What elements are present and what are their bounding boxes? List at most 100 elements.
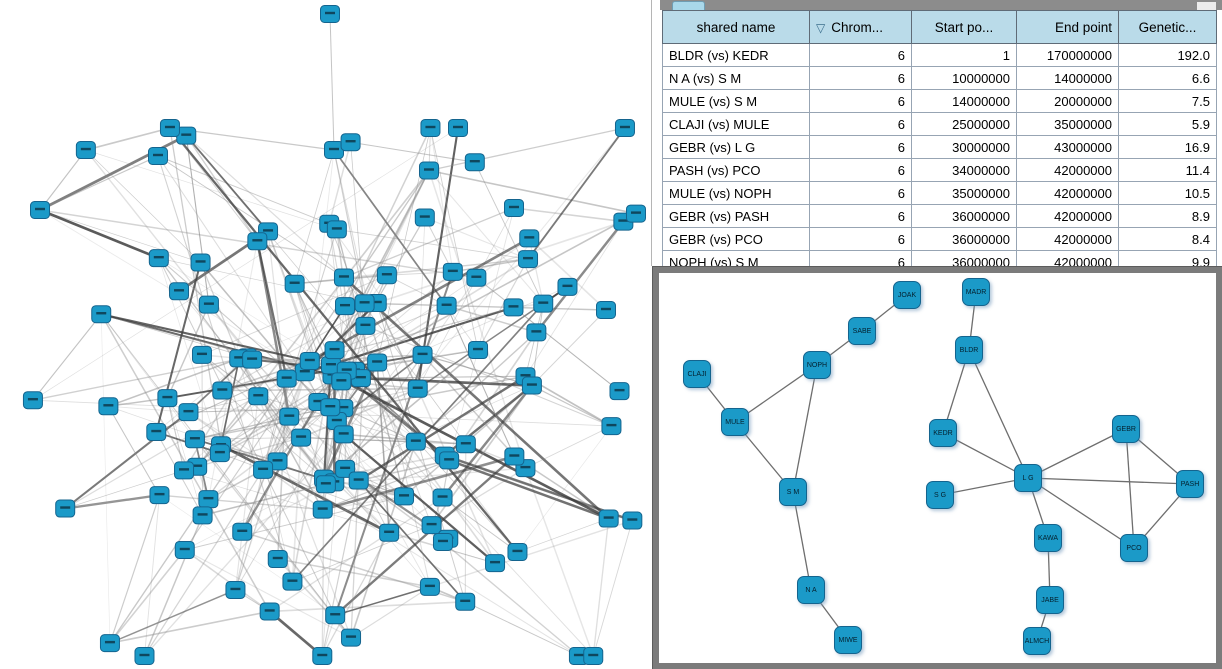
- network-node[interactable]: [420, 119, 441, 137]
- table-cell[interactable]: 10.5: [1118, 181, 1217, 205]
- network-node[interactable]: [333, 425, 354, 444]
- network-node[interactable]: [348, 471, 369, 490]
- network-node[interactable]: [485, 554, 506, 573]
- table-cell[interactable]: 20000000: [1016, 89, 1119, 113]
- detail-network-node-pash[interactable]: PASH: [1176, 470, 1204, 498]
- detail-network-node-sm[interactable]: S M: [779, 478, 807, 506]
- network-node[interactable]: [312, 500, 333, 519]
- network-node[interactable]: [455, 592, 476, 611]
- network-node[interactable]: [412, 345, 433, 364]
- table-cell[interactable]: GEBR (vs) L G: [662, 135, 810, 159]
- network-node[interactable]: [626, 204, 646, 223]
- detail-network-node-madr[interactable]: MADR: [962, 278, 990, 306]
- table-cell[interactable]: 8.9: [1118, 204, 1217, 228]
- network-node[interactable]: [259, 602, 280, 621]
- network-node[interactable]: [421, 516, 442, 535]
- network-node[interactable]: [169, 282, 190, 301]
- table-cell[interactable]: 42000000: [1016, 204, 1119, 228]
- table-cell[interactable]: 6: [809, 112, 912, 136]
- network-node[interactable]: [507, 542, 528, 561]
- network-node[interactable]: [609, 382, 630, 401]
- column-header-chromosome[interactable]: ▽ Chrom...: [809, 10, 912, 44]
- network-node[interactable]: [291, 428, 312, 447]
- network-node[interactable]: [504, 199, 524, 217]
- network-edge[interactable]: [792, 364, 818, 493]
- table-row[interactable]: GEBR (vs) PASH 6 36000000 42000000 8.9: [662, 204, 1217, 228]
- table-cell[interactable]: GEBR (vs) PCO: [662, 227, 810, 251]
- table-cell[interactable]: N A (vs) S M: [662, 66, 810, 90]
- table-cell[interactable]: 6: [809, 66, 912, 90]
- table-cell[interactable]: 36000000: [911, 227, 1017, 251]
- table-cell[interactable]: 10000000: [911, 66, 1017, 90]
- network-node[interactable]: [225, 580, 246, 599]
- network-node[interactable]: [159, 119, 180, 137]
- network-node[interactable]: [191, 345, 212, 364]
- detail-network-node-jabe[interactable]: JABE: [1036, 586, 1064, 614]
- table-cell[interactable]: BLDR (vs) KEDR: [662, 43, 810, 67]
- table-cell[interactable]: 14000000: [1016, 66, 1119, 90]
- table-cell[interactable]: 14000000: [911, 89, 1017, 113]
- network-edge[interactable]: [942, 432, 1029, 479]
- network-node[interactable]: [448, 119, 469, 137]
- network-node[interactable]: [432, 488, 453, 507]
- table-cell[interactable]: MULE (vs) S M: [662, 89, 810, 113]
- network-node[interactable]: [622, 511, 643, 530]
- detail-network-node-claji[interactable]: CLAJI: [683, 360, 711, 388]
- table-cell[interactable]: 6: [809, 204, 912, 228]
- network-node[interactable]: [557, 277, 578, 296]
- detail-network-node-bldr[interactable]: BLDR: [955, 336, 983, 364]
- table-cell[interactable]: 192.0: [1118, 43, 1217, 67]
- detail-network-node-joak[interactable]: JOAK: [893, 281, 921, 309]
- network-node[interactable]: [518, 250, 539, 269]
- network-node[interactable]: [320, 5, 340, 23]
- network-node[interactable]: [299, 351, 320, 370]
- network-node[interactable]: [442, 262, 463, 281]
- network-node[interactable]: [504, 447, 525, 466]
- network-node[interactable]: [376, 266, 397, 285]
- detail-network-node-almch[interactable]: ALMCH: [1023, 627, 1051, 655]
- table-row[interactable]: CLAJI (vs) MULE 6 25000000 35000000 5.9: [662, 112, 1217, 136]
- network-node[interactable]: [91, 305, 112, 324]
- table-cell[interactable]: 5.9: [1118, 112, 1217, 136]
- network-node[interactable]: [325, 606, 346, 625]
- table-cell[interactable]: 35000000: [911, 181, 1017, 205]
- table-cell[interactable]: 8.4: [1118, 227, 1217, 251]
- network-node[interactable]: [367, 353, 388, 372]
- table-cell[interactable]: GEBR (vs) PASH: [662, 204, 810, 228]
- network-node[interactable]: [468, 341, 489, 360]
- column-header-genetic[interactable]: Genetic...: [1118, 10, 1217, 44]
- network-edge[interactable]: [1027, 477, 1135, 549]
- network-edge[interactable]: [1027, 428, 1127, 479]
- network-node[interactable]: [253, 460, 274, 479]
- column-header-shared-name[interactable]: shared name: [662, 10, 810, 44]
- network-node[interactable]: [455, 435, 476, 454]
- network-node[interactable]: [331, 372, 352, 391]
- network-node[interactable]: [466, 268, 487, 287]
- table-cell[interactable]: 16.9: [1118, 135, 1217, 159]
- network-node[interactable]: [282, 572, 303, 591]
- table-cell[interactable]: 6: [809, 227, 912, 251]
- detail-network-node-miwe[interactable]: MIWE: [834, 626, 862, 654]
- network-node[interactable]: [326, 220, 347, 239]
- network-node[interactable]: [174, 461, 195, 480]
- network-node[interactable]: [526, 323, 547, 342]
- network-node[interactable]: [464, 153, 485, 172]
- network-node[interactable]: [436, 296, 457, 315]
- network-edge[interactable]: [792, 491, 812, 591]
- network-node[interactable]: [75, 141, 96, 160]
- detail-network-node-na[interactable]: N A: [797, 576, 825, 604]
- table-row[interactable]: MULE (vs) NOPH 6 35000000 42000000 10.5: [662, 181, 1217, 205]
- table-cell[interactable]: 30000000: [911, 135, 1017, 159]
- network-node[interactable]: [341, 628, 362, 647]
- network-edge[interactable]: [1027, 477, 1191, 485]
- table-cell[interactable]: 6: [809, 135, 912, 159]
- detail-network-node-kedr[interactable]: KEDR: [929, 419, 957, 447]
- detail-network-node-kawa[interactable]: KAWA: [1034, 524, 1062, 552]
- table-row[interactable]: PASH (vs) PCO 6 34000000 42000000 11.4: [662, 158, 1217, 182]
- table-cell[interactable]: 170000000: [1016, 43, 1119, 67]
- network-node[interactable]: [178, 403, 199, 422]
- detail-network-node-mule[interactable]: MULE: [721, 408, 749, 436]
- detail-network-node-pco[interactable]: PCO: [1120, 534, 1148, 562]
- network-node[interactable]: [22, 391, 43, 410]
- table-cell[interactable]: 6: [809, 158, 912, 182]
